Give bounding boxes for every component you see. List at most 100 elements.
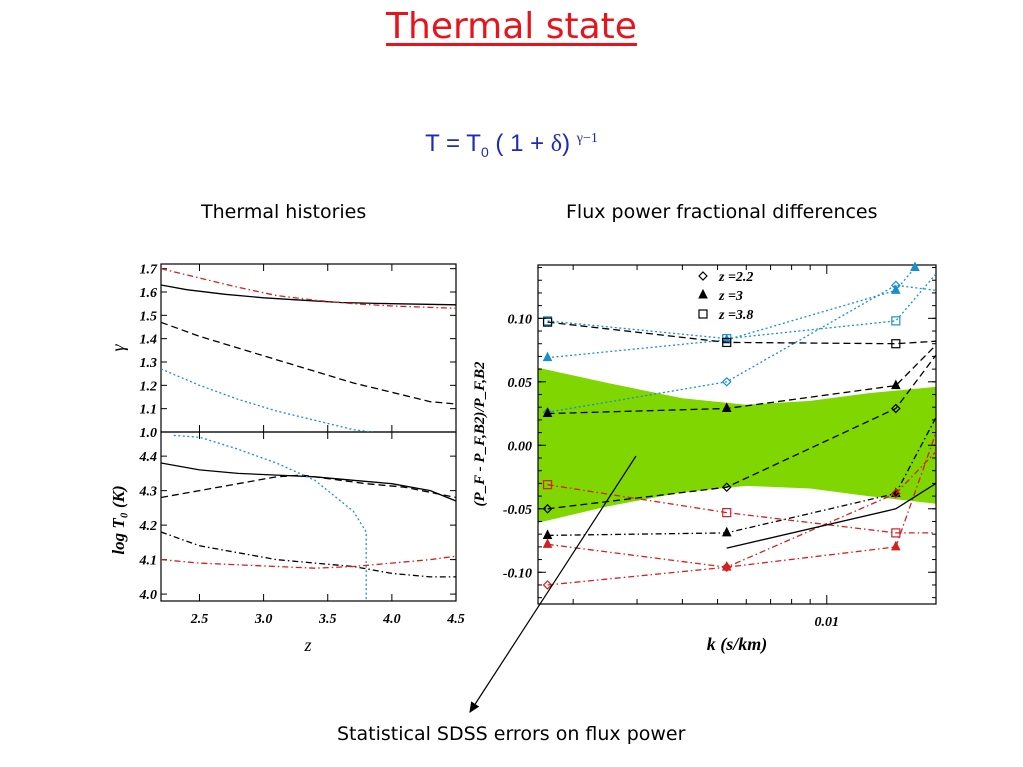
formula-t: T	[425, 130, 440, 157]
z-axis-label: z	[303, 635, 311, 655]
data-point-red-square-open	[542, 480, 553, 490]
temperature-y-tick-label: 4.3	[139, 485, 158, 500]
series-line-blue-dotted-2	[173, 434, 367, 601]
slide-title: Thermal state	[386, 6, 637, 47]
series-line-red-dashdot-8	[547, 432, 936, 568]
formula-body: ( 1 +	[495, 130, 545, 157]
data-point-black-triangle-filled	[542, 407, 553, 418]
data-point-red-diamond-open	[890, 488, 901, 499]
flux-y-axis-label: (P_F - P_F,B2)/P_F,B2	[472, 361, 488, 507]
series-line-red-dashdot-7	[547, 484, 936, 534]
series-line-black-solid-10	[726, 482, 936, 549]
sdss-error-band	[538, 367, 936, 523]
temperature-y-tick-label: 4.1	[139, 554, 158, 569]
flux-y-tick-label: 0.00	[508, 439, 533, 454]
gamma-y-tick-label: 1.0	[140, 426, 158, 441]
data-point-black-diamond-open	[542, 503, 553, 514]
data-point-red-triangle-filled	[542, 538, 553, 548]
data-point-black-diamond-open	[890, 403, 901, 414]
series-line-blue-dotted-2	[547, 284, 936, 413]
data-point-blue-square-open	[722, 334, 732, 344]
thermal-histories-caption: Thermal histories	[201, 201, 367, 223]
flux-y-tick-label: 0.10	[508, 312, 533, 327]
legend-label: z =3.8	[718, 308, 753, 323]
series-line-black-dashed-2	[161, 321, 456, 405]
flux-x-axis-label: k (s/km)	[707, 634, 768, 655]
series-line-black-dashed-3	[547, 321, 936, 345]
formula-exponent: γ−1	[576, 131, 598, 146]
gamma-y-tick-label: 1.2	[140, 379, 158, 394]
data-point-black-triangle-filled	[891, 487, 901, 498]
gamma-y-tick-label: 1.3	[140, 356, 158, 371]
data-point-red-square-open	[722, 507, 732, 518]
series-line-black-dashdot-3	[161, 531, 456, 578]
data-point-blue-diamond-open	[542, 407, 553, 418]
temperature-y-tick-label: 4.0	[139, 588, 158, 603]
formula-delta: δ	[550, 131, 563, 157]
series-line-black-dashed-5	[547, 354, 936, 510]
z-axis-tick-label: 4.0	[382, 612, 401, 627]
data-point-red-diamond-open	[542, 580, 553, 590]
legend-label: z =3	[718, 289, 743, 304]
data-point-blue-square-open	[891, 316, 901, 326]
z-axis-tick-label: 4.5	[446, 612, 465, 627]
data-point-black-diamond-open	[721, 482, 732, 493]
data-point-blue-diamond-open	[890, 280, 901, 291]
data-point-blue-diamond-open	[721, 376, 732, 387]
series-line-black-dashed-1	[161, 474, 456, 499]
data-point-black-triangle-filled	[721, 526, 732, 537]
gamma-axis-label: γ	[108, 344, 128, 352]
gamma-y-tick-label: 1.6	[140, 286, 158, 301]
flux-panel-frame	[537, 264, 937, 605]
series-line-black-dashed-4	[547, 344, 936, 415]
data-point-black-square-open	[722, 337, 732, 348]
data-point-red-triangle-filled	[721, 561, 732, 571]
data-point-black-triangle-filled	[891, 379, 901, 390]
sdss-errors-caption: Statistical SDSS errors on flux power	[337, 723, 686, 745]
legend-marker	[698, 309, 708, 319]
legend-label: z =2.2	[718, 270, 753, 285]
legend-marker	[698, 271, 708, 281]
flux-y-tick-label: -0.10	[503, 566, 532, 581]
flux-power-caption: Flux power fractional differences	[566, 201, 878, 223]
temperature-y-tick-label: 4.2	[139, 519, 158, 534]
data-point-red-square-open	[891, 528, 901, 538]
formula-t0: T	[466, 130, 481, 157]
series-line-black-solid-0	[161, 462, 456, 502]
data-point-blue-triangle-filled	[891, 284, 901, 294]
data-point-red-triangle-filled	[891, 540, 901, 551]
series-line-black-dashdot-6	[547, 417, 936, 537]
gamma-y-tick-label: 1.5	[140, 309, 158, 324]
data-point-blue-triangle-filled	[542, 351, 553, 362]
temperature-axis-label: log T₀ (K)	[109, 485, 128, 554]
pointer-arrow	[469, 455, 637, 714]
gamma-y-tick-label: 1.7	[140, 263, 159, 278]
series-line-blue-dotted-1	[547, 267, 916, 359]
data-point-blue-triangle-filled	[910, 261, 920, 272]
series-line-black-solid-0	[161, 284, 456, 306]
data-point-blue-triangle-filled	[721, 333, 732, 344]
data-point-black-square-open	[891, 339, 901, 349]
series-line-red-dashdot-1	[161, 268, 456, 309]
data-point-red-diamond-open	[721, 562, 732, 573]
series-line-red-dashdot-4	[161, 555, 456, 569]
gamma-y-tick-label: 1.4	[140, 333, 158, 348]
data-point-black-triangle-filled	[721, 402, 732, 412]
temperature-panel-frame	[160, 431, 457, 602]
gamma-y-tick-label: 1.1	[140, 403, 158, 418]
data-point-black-square-open	[542, 317, 553, 327]
data-point-black-triangle-filled	[542, 529, 553, 539]
z-axis-tick-label: 3.0	[254, 612, 273, 627]
temperature-y-tick-label: 4.4	[139, 450, 158, 465]
data-point-blue-square-open	[542, 316, 553, 326]
z-axis-tick-label: 2.5	[190, 612, 209, 627]
temperature-density-formula: T = T0 ( 1 + δ) γ−1	[0, 130, 1023, 160]
flux-y-tick-label: 0.05	[508, 376, 533, 391]
series-line-blue-dotted-3	[161, 368, 373, 432]
series-line-red-dashdot-9	[547, 451, 936, 586]
z-axis-tick-label: 3.5	[318, 612, 337, 627]
gamma-panel-frame	[160, 263, 457, 433]
series-line-blue-dotted-0	[547, 273, 936, 340]
legend-marker	[698, 288, 708, 299]
